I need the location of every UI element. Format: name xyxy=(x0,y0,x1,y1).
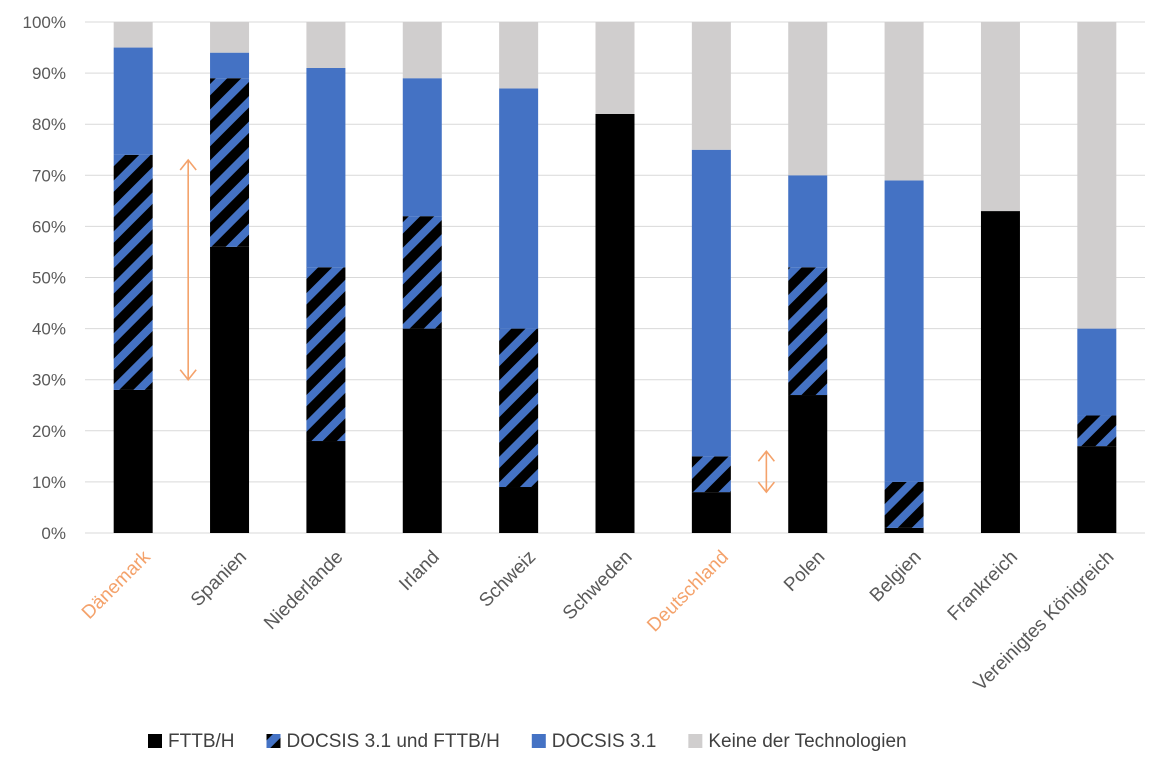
bar-segment-2 xyxy=(306,267,346,442)
legend-swatch xyxy=(266,734,281,748)
bar-segment-3 xyxy=(1077,328,1117,416)
bar-segment-1 xyxy=(402,328,442,533)
legend-label: DOCSIS 3.1 und FTTB/H xyxy=(287,731,500,752)
category-label: Spanien xyxy=(187,547,251,611)
category-label: Polen xyxy=(780,547,829,596)
bars xyxy=(113,22,1117,533)
category-label: Schweiz xyxy=(475,547,540,612)
bar-segment-4 xyxy=(884,22,924,181)
bar-segment-2 xyxy=(402,216,442,329)
bar-segment-4 xyxy=(980,22,1020,212)
legend-item: DOCSIS 3.1 xyxy=(531,731,657,752)
y-tick-label: 90% xyxy=(32,64,66,83)
x-axis: Dänemark Spanien Niederlande Irland Schweiz S… xyxy=(78,546,1118,695)
bar-segment-4 xyxy=(691,22,731,150)
bar-segment-3 xyxy=(210,52,250,79)
bar-segment-4 xyxy=(113,22,153,48)
y-tick-label: 70% xyxy=(32,166,66,185)
bar-segment-4 xyxy=(210,22,250,53)
bar-segment-1 xyxy=(691,492,731,533)
y-tick-label: 80% xyxy=(32,115,66,134)
bar-segment-4 xyxy=(499,22,539,89)
bar-segment-2 xyxy=(210,78,250,247)
double-arrow xyxy=(757,449,775,494)
legend-label: FTTB/H xyxy=(168,731,235,752)
bar-segment-1 xyxy=(884,527,924,533)
category-label: Dänemark xyxy=(78,546,155,623)
category-label: Irland xyxy=(395,547,443,595)
bar-segment-1 xyxy=(595,113,635,533)
legend-label: Keine der Technologien xyxy=(708,731,906,752)
legend-label: DOCSIS 3.1 xyxy=(552,731,657,752)
bar-segment-3 xyxy=(113,47,153,155)
category-label: Frankreich xyxy=(944,547,1022,625)
legend-swatch xyxy=(148,734,162,748)
y-tick-label: 60% xyxy=(32,217,66,236)
double-arrow xyxy=(179,158,197,381)
category-label: Belgien xyxy=(866,547,926,607)
bar-segment-3 xyxy=(402,78,442,217)
bar-segment-4 xyxy=(306,22,346,68)
legend-swatch xyxy=(531,734,546,748)
y-tick-label: 0% xyxy=(41,524,66,543)
bar-segment-1 xyxy=(210,246,250,533)
bar-segment-3 xyxy=(884,180,924,482)
bar-segment-1 xyxy=(1077,446,1117,533)
y-tick-label: 10% xyxy=(32,473,66,492)
bar-segment-4 xyxy=(788,22,828,176)
bar-segment-4 xyxy=(402,22,442,79)
bar-segment-1 xyxy=(788,395,828,533)
legend-item: Keine der Technologien xyxy=(688,731,907,752)
y-tick-label: 50% xyxy=(32,269,66,288)
bar-segment-3 xyxy=(499,88,539,329)
annotations xyxy=(179,158,775,494)
bar-segment-2 xyxy=(691,456,731,493)
legend-swatch xyxy=(688,734,703,748)
bar-segment-2 xyxy=(884,481,924,528)
bar-segment-3 xyxy=(306,67,346,268)
bar-segment-2 xyxy=(1077,415,1117,447)
bar-segment-2 xyxy=(113,154,153,390)
bar-segment-1 xyxy=(306,441,346,533)
bar-segment-2 xyxy=(788,267,828,396)
category-label: Schweden xyxy=(559,547,637,625)
bar-segment-1 xyxy=(113,389,153,533)
y-axis: 0% 10% 20% 30% 40% 50% 60% 70% 80% 90% 100% xyxy=(23,13,66,543)
bar-segment-3 xyxy=(788,175,828,268)
category-label: Deutschland xyxy=(643,547,733,637)
bar-segment-4 xyxy=(1077,22,1117,329)
y-tick-label: 30% xyxy=(32,371,66,390)
bar-segment-4 xyxy=(595,22,635,114)
legend: FTTB/H DOCSIS 3.1 und FTTB/H DOCSIS 3.1 Kei… xyxy=(148,731,907,752)
bar-segment-3 xyxy=(691,149,731,457)
y-tick-label: 40% xyxy=(32,320,66,339)
bar-segment-1 xyxy=(980,211,1020,533)
y-tick-label: 20% xyxy=(32,422,66,441)
y-tick-label: 100% xyxy=(23,13,66,32)
legend-item: DOCSIS 3.1 und FTTB/H xyxy=(266,731,500,752)
bar-segment-1 xyxy=(499,487,539,533)
category-label: Niederlande xyxy=(260,547,347,634)
legend-item: FTTB/H xyxy=(148,731,235,752)
bar-segment-2 xyxy=(499,328,539,488)
